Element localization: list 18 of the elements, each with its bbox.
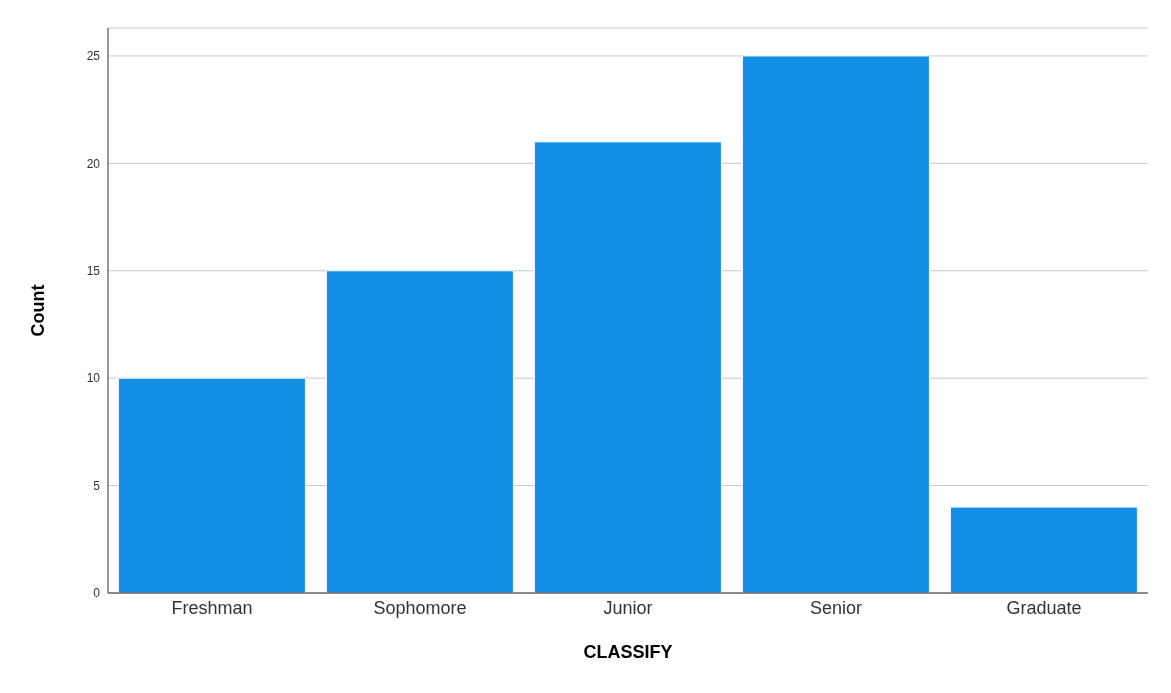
bar bbox=[533, 141, 722, 593]
y-axis-title: Count bbox=[28, 284, 49, 337]
y-tick-label: 25 bbox=[86, 49, 101, 64]
bar bbox=[325, 270, 514, 593]
bar bbox=[949, 506, 1138, 593]
x-axis-title: CLASSIFY bbox=[583, 642, 673, 662]
bar bbox=[117, 377, 306, 593]
x-tick-label: Sophomore bbox=[373, 597, 467, 618]
x-tick-label: Senior bbox=[809, 597, 863, 618]
bar bbox=[741, 55, 930, 593]
y-tick-label: 10 bbox=[86, 371, 101, 386]
y-tick-label: 5 bbox=[93, 478, 101, 493]
x-tick-label: Graduate bbox=[1006, 597, 1082, 618]
x-tick-label: Freshman bbox=[171, 597, 253, 618]
y-tick-label: 20 bbox=[86, 156, 101, 171]
y-tick-label: 15 bbox=[86, 264, 101, 279]
y-tick-label: 0 bbox=[93, 586, 101, 601]
x-tick-label: Junior bbox=[603, 597, 653, 618]
